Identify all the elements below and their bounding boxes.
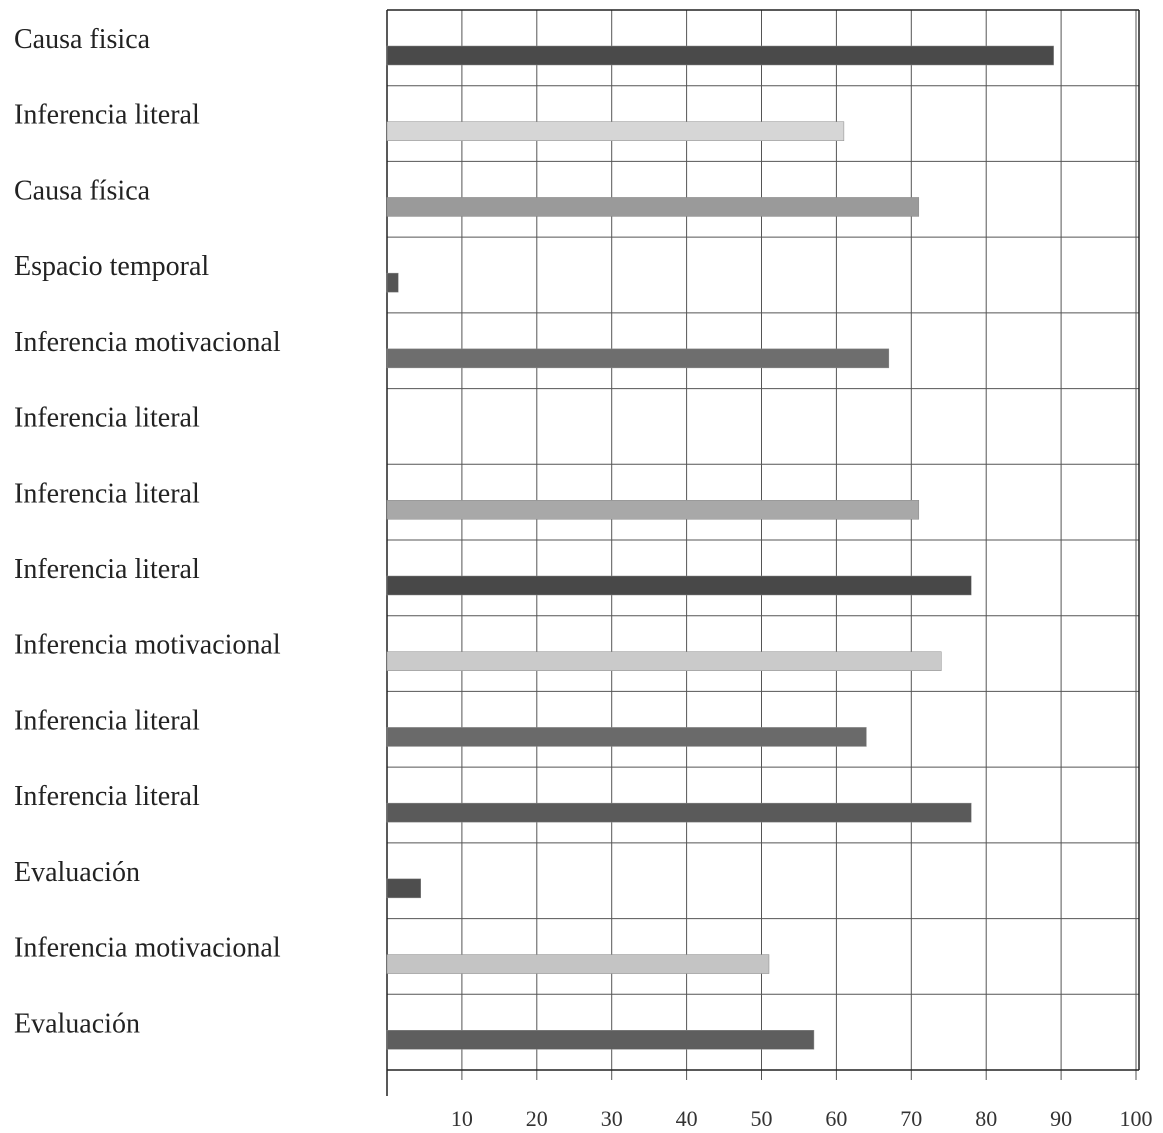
category-label: Inferencia literal (14, 781, 200, 812)
bar (386, 272, 399, 293)
bar (386, 954, 770, 974)
category-label: Inferencia motivacional (14, 630, 281, 661)
x-tick-label: 30 (601, 1106, 623, 1131)
x-tick-label: 20 (526, 1106, 548, 1131)
category-label: Inferencia literal (14, 478, 200, 509)
category-label: Causa física (14, 175, 151, 206)
category-label: Inferencia literal (14, 554, 200, 585)
x-tick-label: 70 (900, 1106, 922, 1131)
bar (386, 45, 1054, 66)
bar (386, 651, 942, 671)
x-tick-label: 80 (975, 1106, 997, 1131)
category-label: Causa fisica (14, 24, 151, 55)
category-label: Inferencia motivacional (14, 327, 281, 358)
category-labels: Causa fisica Inferencia literal Causa físi… (14, 24, 281, 1039)
bar (386, 727, 867, 747)
category-label: Inferencia literal (14, 403, 200, 434)
bars (386, 45, 1054, 1050)
x-tick-label: 50 (751, 1106, 773, 1131)
bar (386, 575, 972, 596)
x-axis-ticks: 10 20 30 40 50 60 70 80 90 100 (451, 1106, 1153, 1131)
bar (386, 348, 890, 369)
category-label: Inferencia literal (14, 100, 200, 131)
x-tick-label: 10 (451, 1106, 473, 1131)
category-label: Evaluación (14, 857, 140, 888)
category-label: Inferencia literal (14, 705, 200, 736)
x-tick-label: 90 (1050, 1106, 1072, 1131)
bar (386, 121, 845, 141)
bar (386, 1030, 815, 1050)
bar (386, 500, 920, 520)
bar (386, 802, 972, 823)
x-tick-label: 60 (825, 1106, 847, 1131)
x-tick-label: 40 (676, 1106, 698, 1131)
bar (386, 878, 421, 899)
bar (386, 197, 920, 217)
category-label: Evaluación (14, 1008, 140, 1039)
grid (386, 9, 1140, 1096)
category-label: Inferencia motivacional (14, 933, 281, 964)
x-tick-label: 100 (1120, 1106, 1153, 1131)
category-label: Espacio temporal (14, 251, 209, 282)
